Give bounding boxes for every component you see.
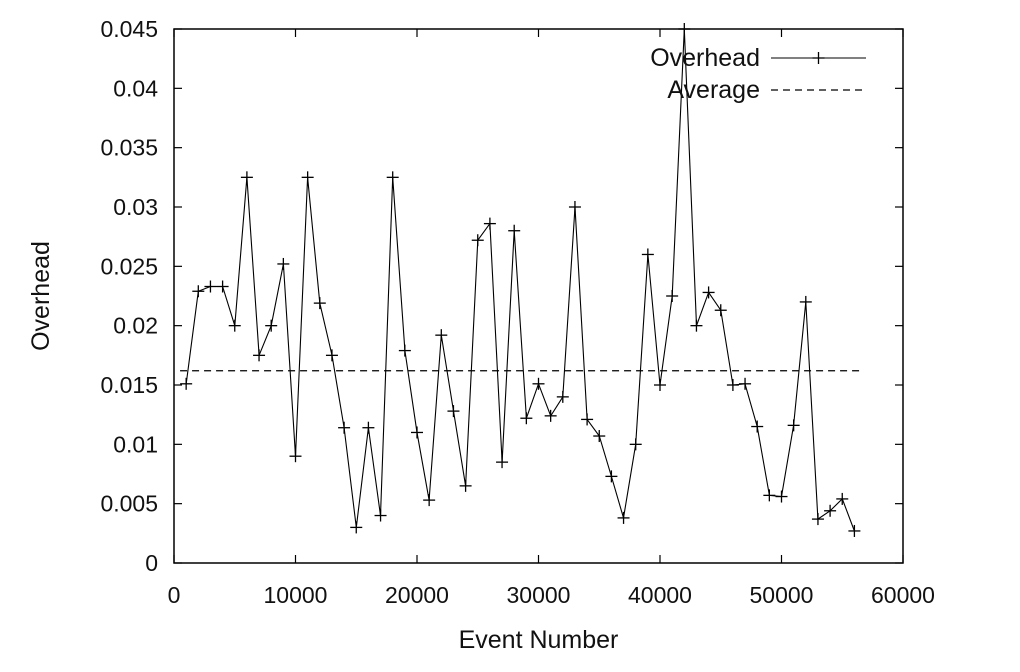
y-tick-label: 0.015: [100, 372, 158, 398]
overhead-point: [459, 479, 472, 492]
axis-ticks: 0 10000 20000 30000 40000 50000 60000 0 0.005 0.0…: [100, 16, 935, 608]
overhead-point: [544, 409, 557, 422]
overhead-point: [508, 224, 521, 237]
x-tick-label: 0: [168, 582, 181, 608]
overhead-point: [362, 421, 375, 434]
overhead-point: [496, 456, 509, 469]
overhead-point: [714, 304, 727, 317]
overhead-point: [824, 504, 837, 517]
overhead-point: [690, 319, 703, 332]
overhead-point: [301, 171, 314, 184]
overhead-point: [289, 450, 302, 463]
overhead-point: [374, 509, 387, 522]
overhead-point: [192, 285, 205, 298]
overhead-point: [398, 344, 411, 357]
overhead-line: [185, 28, 855, 532]
plot-frame: [173, 28, 904, 564]
overhead-point: [228, 319, 241, 332]
overhead-point: [180, 377, 193, 390]
y-tick-label: 0.01: [113, 431, 158, 457]
legend-label-overhead: Overhead: [650, 44, 760, 72]
y-tick-label: 0.025: [100, 253, 158, 279]
x-tick-label: 10000: [264, 582, 328, 608]
overhead-point: [702, 286, 715, 299]
overhead-point: [386, 171, 399, 184]
overhead-point: [581, 413, 594, 426]
overhead-point: [447, 405, 460, 418]
overhead-point: [277, 257, 290, 270]
overhead-point: [739, 377, 752, 390]
overhead-point: [641, 248, 654, 261]
overhead-point: [338, 421, 351, 434]
overhead-point: [313, 297, 326, 310]
legend: Overhead Average: [650, 44, 866, 104]
overhead-point: [666, 290, 679, 302]
overhead-point: [593, 430, 606, 443]
overhead-point: [629, 438, 642, 451]
y-tick-label: 0.03: [113, 194, 158, 220]
y-tick-label: 0.005: [100, 491, 158, 517]
y-tick-label: 0: [145, 550, 158, 576]
overhead-point: [350, 521, 363, 534]
x-tick-label: 20000: [385, 582, 449, 608]
overhead-point: [848, 524, 861, 537]
legend-label-average: Average: [667, 76, 760, 104]
overhead-point: [568, 201, 581, 213]
overhead-point: [654, 379, 666, 391]
y-tick-label: 0.02: [113, 313, 158, 339]
chart-marks: [180, 23, 861, 537]
overhead-point: [836, 492, 849, 505]
overhead-point: [435, 329, 448, 342]
overhead-point: [240, 171, 253, 184]
overhead-point: [556, 390, 569, 403]
overhead-point: [204, 280, 217, 293]
overhead-point: [726, 379, 739, 391]
x-tick-label: 30000: [507, 582, 571, 608]
overhead-point: [751, 420, 764, 433]
overhead-point: [775, 490, 788, 503]
overhead-point: [423, 494, 436, 507]
overhead-point: [678, 23, 691, 35]
y-tick-label: 0.035: [100, 135, 158, 161]
overhead-point: [787, 419, 800, 432]
overhead-point: [265, 319, 278, 332]
overhead-point: [605, 470, 618, 483]
overhead-point: [763, 489, 776, 502]
overhead-point: [799, 295, 812, 308]
y-tick-label: 0.045: [100, 16, 158, 42]
x-tick-label: 50000: [750, 582, 814, 608]
y-tick-label: 0.04: [113, 75, 158, 101]
overhead-point: [253, 349, 266, 362]
overhead-point: [411, 426, 423, 439]
x-tick-label: 60000: [871, 582, 935, 608]
overhead-point: [532, 377, 545, 390]
overhead-point: [216, 280, 229, 293]
x-axis-title: Event Number: [459, 626, 619, 654]
x-tick-label: 40000: [628, 582, 692, 608]
overhead-point: [325, 349, 338, 362]
overhead-point: [483, 217, 496, 230]
overhead-point: [471, 234, 484, 247]
overhead-point: [520, 412, 533, 425]
overhead-point: [617, 511, 630, 524]
overhead-point: [811, 513, 824, 526]
y-axis-title: Overhead: [27, 241, 55, 351]
